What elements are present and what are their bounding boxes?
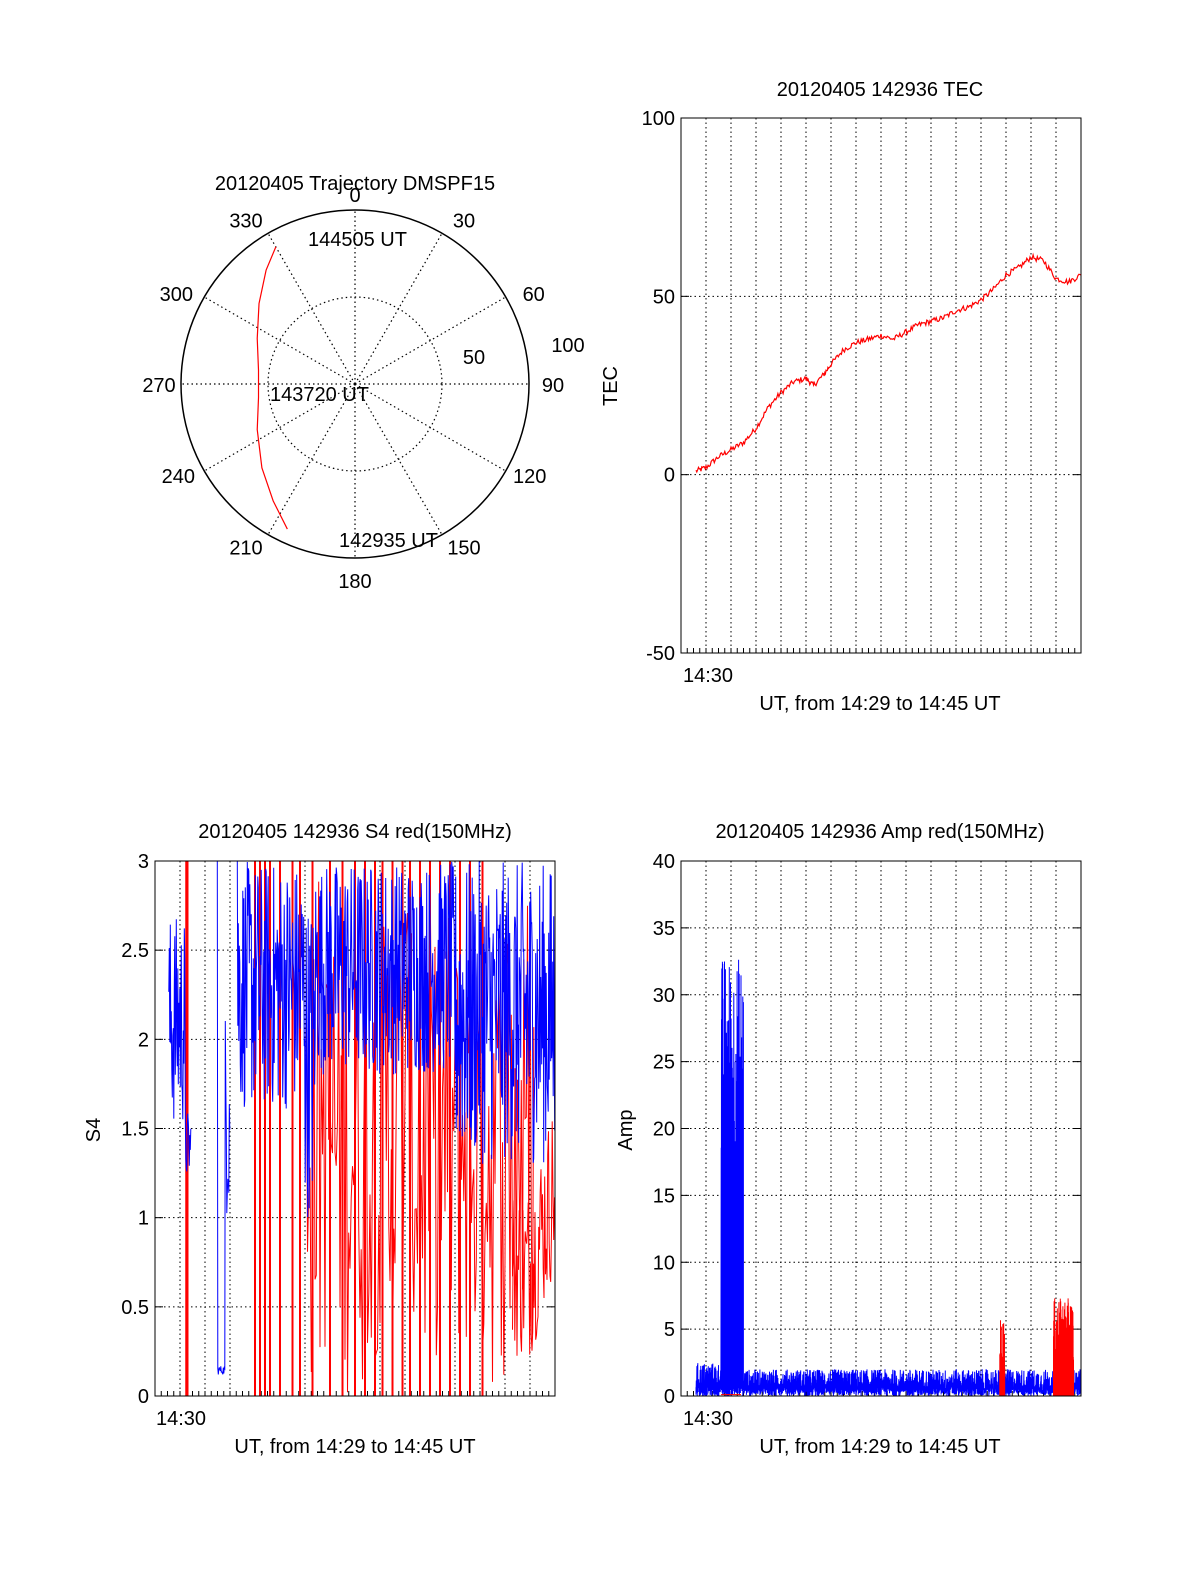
- s4-y-axis-label: S4: [83, 1118, 105, 1142]
- tec-grid: [680, 117, 1082, 654]
- trajectory-line: [256, 246, 288, 530]
- y-tick-label: 50: [653, 286, 675, 308]
- trajectory-label-start: 142935 UT: [339, 530, 438, 552]
- s4-plot-frame: [154, 860, 556, 1397]
- y-tick-label: 2: [138, 1029, 149, 1051]
- s4-red-tail: [512, 1121, 555, 1356]
- tec-plot-frame: [680, 117, 1082, 654]
- tec-y-tick-labels: -50 0 50 100: [642, 108, 675, 665]
- y-tick-label: 1.5: [121, 1119, 149, 1141]
- s4-y-tick-labels: 0 0.5 1 1.5 2 2.5 3: [121, 851, 149, 1408]
- y-tick-label: 0.5: [121, 1297, 149, 1319]
- amp-chart: 20120405 142936 Amp red(150MHz) 0 5 10 15 20…: [615, 821, 1082, 1458]
- polar-spoke: [204, 383, 356, 472]
- polar-azimuth-label: 270: [142, 375, 175, 397]
- polar-title: 20120405 Trajectory DMSPF15: [215, 173, 495, 195]
- tec-y-axis-label: TEC: [600, 366, 622, 406]
- s4-title: 20120405 142936 S4 red(150MHz): [198, 821, 512, 843]
- amp-title: 20120405 142936 Amp red(150MHz): [715, 821, 1044, 843]
- polar-azimuth-label: 180: [338, 571, 371, 593]
- polar-spoke: [204, 296, 356, 385]
- polar-outer-circle: [180, 209, 530, 559]
- y-tick-label: 2.5: [121, 940, 149, 962]
- polar-radial-label-100: 100: [551, 335, 584, 357]
- polar-azimuth-label: 300: [160, 284, 193, 306]
- s4-x-axis-label: UT, from 14:29 to 14:45 UT: [234, 1436, 475, 1458]
- y-tick-label: -50: [646, 643, 675, 665]
- y-tick-label: 0: [138, 1386, 149, 1408]
- tec-chart: 20120405 142936 TEC -50 0 50 100 14:30 UT, …: [600, 79, 1082, 715]
- amp-red-series: [721, 1298, 1074, 1396]
- y-tick-label: 25: [653, 1052, 675, 1074]
- amp-plot-frame: [680, 860, 1082, 1397]
- s4-x-tick-label: 14:30: [156, 1408, 206, 1430]
- y-tick-label: 20: [653, 1119, 675, 1141]
- polar-azimuth-label: 90: [542, 375, 564, 397]
- polar-grid: [181, 210, 529, 558]
- y-tick-label: 10: [653, 1252, 675, 1274]
- trajectory-label-mid: 143720 UT: [270, 384, 369, 406]
- amp-y-axis-label: Amp: [615, 1109, 637, 1150]
- polar-spoke: [354, 383, 506, 472]
- polar-trajectory-chart: 20120405 Trajectory DMSPF15 0 30 60 90 120 15…: [142, 173, 584, 593]
- tec-title: 20120405 142936 TEC: [777, 79, 983, 101]
- polar-azimuth-label: 120: [513, 466, 546, 488]
- polar-azimuth-label: 330: [229, 210, 262, 232]
- polar-azimuth-label: 150: [447, 538, 480, 560]
- y-tick-label: 0: [664, 1386, 675, 1408]
- polar-spoke: [354, 233, 443, 385]
- polar-azimuth-label: 60: [523, 284, 545, 306]
- y-tick-label: 35: [653, 918, 675, 940]
- polar-spoke: [267, 383, 356, 535]
- polar-azimuth-label: 210: [229, 538, 262, 560]
- amp-x-tick-label: 14:30: [683, 1408, 733, 1430]
- y-tick-label: 5: [664, 1319, 675, 1341]
- tec-series-line: [695, 252, 1082, 474]
- polar-azimuth-label: 0: [349, 185, 360, 207]
- polar-spoke: [354, 383, 443, 535]
- y-tick-label: 1: [138, 1208, 149, 1230]
- trajectory-label-end: 144505 UT: [308, 229, 407, 251]
- y-tick-label: 30: [653, 985, 675, 1007]
- polar-azimuth-label: 240: [162, 466, 195, 488]
- s4-blue-series: [168, 860, 556, 1375]
- y-tick-label: 100: [642, 108, 675, 130]
- polar-spoke: [354, 296, 506, 385]
- tec-x-axis-label: UT, from 14:29 to 14:45 UT: [759, 693, 1000, 715]
- tec-x-tick-label: 14:30: [683, 665, 733, 687]
- polar-spoke: [267, 233, 356, 385]
- amp-x-axis-label: UT, from 14:29 to 14:45 UT: [759, 1436, 1000, 1458]
- y-tick-label: 0: [664, 465, 675, 487]
- polar-azimuth-label: 30: [453, 210, 475, 232]
- y-tick-label: 15: [653, 1185, 675, 1207]
- s4-chart: 20120405 142936 S4 red(150MHz) 0 0.5 1 1.5 2…: [83, 821, 556, 1458]
- polar-azimuth-labels: 0 30 60 90 120 150 180 210 240 270 300 330: [142, 185, 564, 593]
- amp-blue-series: [695, 959, 1082, 1397]
- amp-y-tick-labels: 0 5 10 15 20 25 30 35 40: [653, 851, 675, 1408]
- y-tick-label: 40: [653, 851, 675, 873]
- polar-radial-label-50: 50: [463, 347, 485, 369]
- y-tick-label: 3: [138, 851, 149, 873]
